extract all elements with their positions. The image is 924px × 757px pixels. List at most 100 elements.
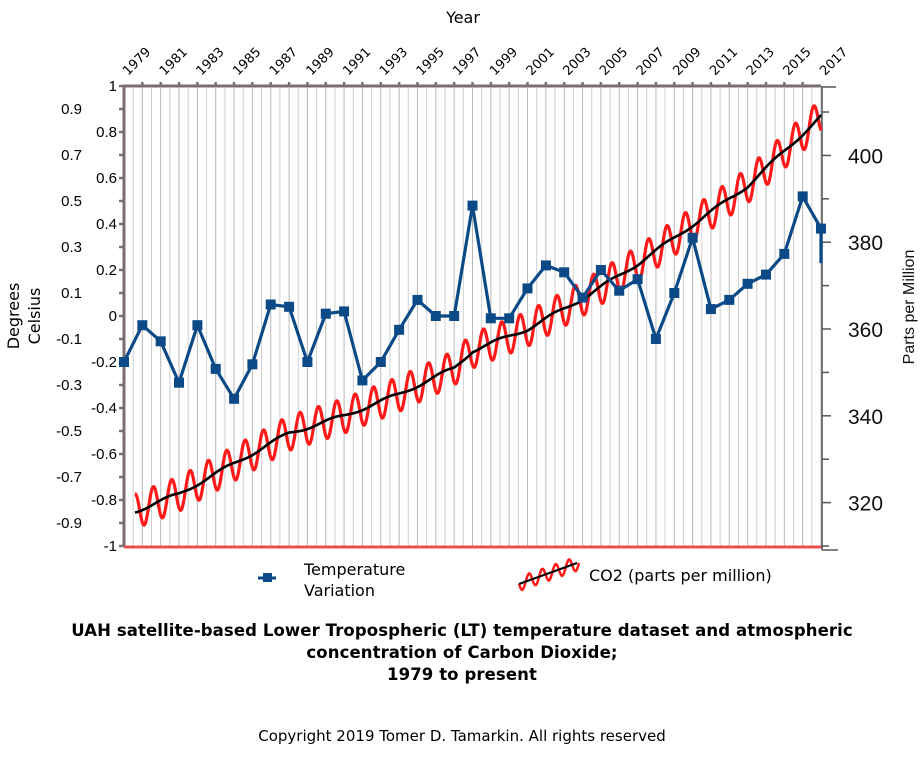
legend-co2-label: CO2 (parts per million) [589,566,772,585]
temperature-point [210,363,221,374]
temperature-point [339,306,350,317]
chart-caption: UAH satellite-based Lower Tropospheric (… [0,620,924,686]
year-tick-label: 1985 [230,45,264,79]
year-tick-label: 1993 [377,45,411,79]
left-axis-title-line2: Celsius [25,288,44,345]
right-tick-label: 320 [848,493,883,516]
right-axis-ticks [822,111,831,547]
vertical-gridlines [123,88,822,546]
left-tick-label: -0.4 [91,400,117,417]
year-tick-label: 2015 [781,45,815,79]
left-tick-label: 0.9 [61,101,82,118]
temperature-point [449,311,460,321]
year-tick-label: 1981 [157,45,191,79]
temperature-point [229,393,240,404]
temperature-point [761,269,771,280]
temperature-point [797,191,808,202]
year-tick-label: 2017 [817,45,851,79]
temperature-point [394,324,405,335]
year-tick-label: 2005 [597,45,631,79]
temperature-point [577,292,588,303]
legend-item-co2: CO2 (parts per million) [517,558,772,592]
temperature-point [375,357,386,367]
year-tick-label: 1995 [414,45,448,79]
year-tick-label: 2007 [634,45,668,79]
temperature-point [357,375,368,386]
temperature-point [247,359,258,370]
legend: Temperature Variation CO2 (parts per mil… [258,558,772,600]
temperature-point [724,294,735,305]
left-tick-label: 0 [109,308,117,325]
caption-line-3: 1979 to present [387,665,537,684]
right-y-tick-labels: 400 380 360 340 320 [848,145,883,515]
left-axis-title-line1: Degrees [4,283,23,350]
copyright-notice: Copyright 2019 Tomer D. Tamarkin. All ri… [258,727,666,745]
temperature-point [559,267,570,278]
year-tick-label: 1991 [340,45,374,79]
left-tick-label: -0.5 [56,423,82,440]
temperature-line [122,194,823,401]
left-tick-label: -1 [104,538,117,555]
temperature-point [192,320,203,331]
x-tick-labels: 1979 1981 1983 1985 1987 1989 1991 1993 1995 1997… [120,45,851,79]
year-tick-label: 1983 [194,45,228,79]
temperature-point [614,285,625,296]
left-tick-label: -0.8 [91,492,117,509]
temperature-markers [119,191,826,404]
year-tick-label: 2001 [524,45,558,79]
co2-seasonal-line [133,104,823,527]
legend-co2-swatch-seasonal [517,558,581,592]
left-tick-label: -0.3 [56,377,82,394]
x-axis-title: Year [445,8,480,27]
left-tick-label: -0.9 [56,515,82,532]
temperature-point [302,357,313,367]
year-tick-label: 1999 [487,45,521,79]
temperature-point [155,336,166,347]
year-tick-label: 2009 [670,45,704,79]
left-tick-label: -0.6 [91,446,117,463]
left-tick-label: 0.6 [96,170,117,187]
temperature-point [412,294,423,305]
caption-line-2: concentration of Carbon Dioxide; [306,643,618,662]
left-tick-label: 0.1 [61,285,82,302]
left-tick-label: -0.2 [91,354,117,371]
legend-temperature-label-line2: Variation [304,581,375,600]
right-axis-title: Parts per Million [901,250,918,365]
year-tick-label: 1987 [267,45,301,79]
temperature-point [595,265,606,275]
co2-trend-line [134,114,822,514]
left-axis-ticks [119,84,124,548]
temperature-point [137,320,148,331]
chart: 1979 1981 1983 1985 1987 1989 1991 1993 1995 1997… [4,8,918,600]
temperature-point [650,334,661,344]
left-y-tick-labels: 1 0.9 0.8 0.7 0.6 0.5 0.4 0.3 0.2 0.1 0 -0.1 -0.2 -0.… [56,78,117,555]
left-tick-label: 1 [109,78,117,95]
year-tick-label: 2013 [744,45,778,79]
temperature-point [779,248,790,259]
temperature-point [687,232,698,243]
legend-co2-swatch-trend [518,562,578,585]
co2-series [133,104,823,527]
legend-temperature-swatch-marker [263,573,272,582]
legend-item-temperature: Temperature Variation [258,560,405,600]
left-tick-label: -0.7 [56,469,82,486]
temperature-point [816,223,826,234]
temperature-point [540,260,551,271]
temperature-series [119,191,826,404]
caption-line-1: UAH satellite-based Lower Tropospheric (… [71,621,853,640]
temperature-point [320,308,331,319]
left-tick-label: 0.8 [96,124,117,141]
year-tick-label: 1997 [450,45,484,79]
year-tick-label: 2003 [560,45,594,79]
year-tick-label: 1979 [120,45,154,79]
left-tick-label: 0.4 [96,216,117,233]
left-tick-label: 0.7 [61,147,82,164]
top-axis-ticks [141,82,804,86]
left-tick-label: 0.5 [61,193,82,210]
temperature-point [632,274,643,285]
temperature-point [265,299,276,310]
temperature-point [467,200,478,211]
right-tick-label: 380 [848,232,883,255]
temperature-point [504,313,515,324]
temperature-point [174,377,184,388]
